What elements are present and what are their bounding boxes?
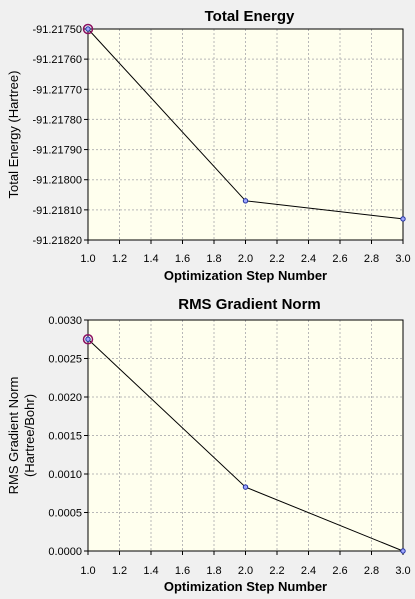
- chart2-y-tick-label: 0.0030: [48, 315, 82, 327]
- chart2-x-tick-label: 1.6: [175, 565, 190, 577]
- chart2-y-axis-label: (Hartree/Bohr): [22, 394, 37, 477]
- chart2-x-tick-label: 3.0: [395, 565, 410, 577]
- chart2-x-tick-label: 2.6: [332, 565, 347, 577]
- chart1-data-point: [242, 198, 249, 204]
- chart1-title: Total Energy: [205, 8, 295, 25]
- chart1-x-tick-label: 1.2: [112, 253, 127, 265]
- chart2-axes-frame: [87, 319, 404, 552]
- chart2-x-tick-label: 2.4: [301, 565, 316, 577]
- chart1-data-point: [400, 216, 406, 222]
- chart2-y-axis-label: RMS Gradient Norm: [6, 377, 21, 495]
- chart2-x-tick-label: 1.0: [80, 565, 95, 577]
- chart1-x-tick-label: 3.0: [395, 253, 410, 265]
- chart2-data-point: [242, 484, 249, 490]
- chart2-selected-point-ring: [82, 334, 94, 345]
- chart2-x-tick-label: 1.4: [143, 565, 158, 577]
- chart1-y-tick-label: -91.21750: [32, 24, 82, 36]
- chart2-x-tick-label: 2.0: [238, 565, 253, 577]
- chart1-x-tick-label: 1.6: [175, 253, 190, 265]
- chart1-y-tick-label: -91.21790: [32, 145, 82, 157]
- chart1-x-tick-label: 2.4: [301, 253, 316, 265]
- chart2-y-tick-label: 0.0015: [48, 431, 82, 443]
- chart1-y-tick-label: -91.21820: [32, 235, 82, 247]
- chart1-y-axis-label: Total Energy (Hartree): [6, 71, 21, 199]
- chart1-y-tick-label: -91.21810: [32, 205, 82, 217]
- chart1-x-tick-label: 1.8: [206, 253, 221, 265]
- chart1-x-tick-label: 2.2: [269, 253, 284, 265]
- chart2-data-point: [85, 336, 91, 342]
- chart1-y-tick-label: -91.21780: [32, 114, 82, 126]
- chart1-y-tick-label: -91.21760: [32, 54, 82, 66]
- chart1-axes-frame: [87, 28, 404, 241]
- chart1-x-tick-label: 2.6: [332, 253, 347, 265]
- chart1-x-tick-label: 1.0: [80, 253, 95, 265]
- chart1-x-axis-label: Optimization Step Number: [164, 268, 327, 283]
- chart1-x-tick-label: 1.4: [143, 253, 158, 265]
- chart2-data-point: [400, 548, 406, 554]
- chart1-x-tick-label: 2.0: [238, 253, 253, 265]
- chart2-x-tick-label: 1.8: [206, 565, 221, 577]
- chart1-y-tick-label: -91.21800: [32, 175, 82, 187]
- chart2-x-tick-label: 2.2: [269, 565, 284, 577]
- chart2-y-tick-label: 0.0010: [48, 469, 82, 481]
- chart2-x-tick-label: 1.2: [112, 565, 127, 577]
- chart2-x-tick-label: 2.8: [364, 565, 379, 577]
- chart2-y-tick-label: 0.0000: [48, 546, 82, 558]
- chart1-data-point: [85, 26, 91, 32]
- chart2-y-tick-label: 0.0020: [48, 392, 82, 404]
- chart1-x-tick-label: 2.8: [364, 253, 379, 265]
- chart1-y-tick-label: -91.21770: [32, 84, 82, 96]
- chart1-selected-point-ring: [82, 23, 94, 35]
- chart2-y-tick-label: 0.0025: [48, 354, 82, 366]
- chart2-title: RMS Gradient Norm: [178, 296, 321, 313]
- chart2-y-tick-label: 0.0005: [48, 508, 82, 520]
- chart2-x-axis-label: Optimization Step Number: [164, 579, 327, 594]
